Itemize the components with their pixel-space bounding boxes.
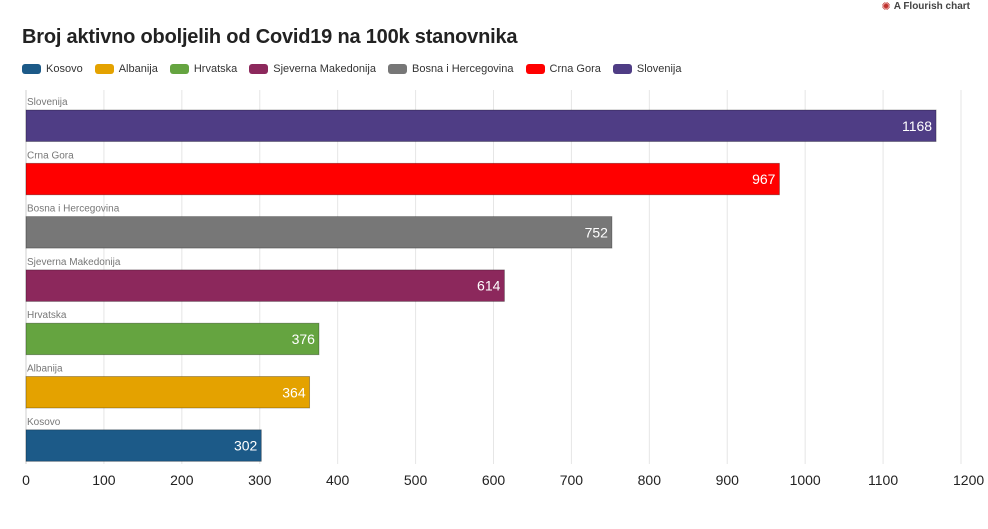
legend-item[interactable]: Albanija xyxy=(94,63,158,75)
bar-value-label: 614 xyxy=(477,278,501,294)
x-tick-label: 1200 xyxy=(953,472,984,488)
bar-value-label: 752 xyxy=(585,224,609,240)
category-label: Sjeverna Makedonija xyxy=(27,257,121,268)
bar-value-label: 967 xyxy=(752,171,776,187)
x-tick-label: 900 xyxy=(716,472,740,488)
chart-title: Broj aktivno oboljelih od Covid19 na 100… xyxy=(22,26,518,48)
legend-label: Slovenija xyxy=(636,63,682,75)
bar[interactable] xyxy=(25,269,505,302)
category-label: Kosovo xyxy=(27,417,61,428)
legend-label: Kosovo xyxy=(46,63,83,75)
legend-item[interactable]: Kosovo xyxy=(22,63,83,75)
bar[interactable] xyxy=(25,429,262,462)
x-tick-label: 400 xyxy=(326,472,350,488)
legend-label: Albanija xyxy=(118,63,158,75)
x-tick-label: 100 xyxy=(92,472,116,488)
legend-label: Sjeverna Makedonija xyxy=(273,63,376,75)
bar[interactable] xyxy=(25,322,320,356)
x-tick-label: 800 xyxy=(638,472,662,488)
x-tick-label: 0 xyxy=(22,472,30,488)
flourish-logo-icon: ✺ xyxy=(881,1,891,13)
category-label: Bosna i Hercegovina xyxy=(27,204,120,215)
x-tick-label: 300 xyxy=(248,472,272,488)
bar-value-label: 364 xyxy=(282,384,306,400)
x-tick-label: 200 xyxy=(170,472,194,488)
legend-swatch xyxy=(387,64,407,74)
legend-item[interactable]: Bosna i Hercegovina xyxy=(387,63,514,75)
legend-label: Hrvatska xyxy=(193,63,238,75)
legend-swatch xyxy=(249,64,269,74)
category-label: Albanija xyxy=(27,364,63,375)
bar[interactable] xyxy=(25,216,613,249)
x-tick-label: 500 xyxy=(404,472,428,488)
x-tick-label: 1000 xyxy=(790,472,821,488)
legend-swatch xyxy=(525,64,545,74)
legend-label: Crna Gora xyxy=(549,63,601,75)
bar-value-label: 376 xyxy=(292,331,316,347)
x-tick-label: 1100 xyxy=(868,472,898,488)
category-label: Slovenija xyxy=(27,97,68,108)
bar-value-label: 302 xyxy=(234,438,258,454)
x-tick-label: 600 xyxy=(482,472,506,488)
bar[interactable] xyxy=(25,109,937,142)
legend-item[interactable]: Slovenija xyxy=(612,63,682,75)
bar[interactable] xyxy=(25,162,780,196)
legend-label: Bosna i Hercegovina xyxy=(411,63,514,75)
legend-swatch xyxy=(612,64,632,74)
x-tick-label: 700 xyxy=(560,472,584,488)
legend-swatch xyxy=(169,64,189,74)
bar[interactable] xyxy=(25,376,311,409)
legend-swatch xyxy=(94,64,114,74)
category-label: Hrvatska xyxy=(27,310,67,321)
legend-item[interactable]: Sjeverna Makedonija xyxy=(249,63,376,75)
credit-text: A Flourish chart xyxy=(893,1,970,12)
category-label: Crna Gora xyxy=(27,150,74,161)
legend-item[interactable]: Hrvatska xyxy=(169,63,238,75)
legend-item[interactable]: Crna Gora xyxy=(525,63,601,75)
flourish-credit[interactable]: ✺ A Flourish chart xyxy=(881,0,970,13)
chart-legend: Kosovo Albanija Hrvatska Sjeverna Makedonij… xyxy=(22,63,694,75)
bar-value-label: 1168 xyxy=(902,118,932,134)
legend-swatch xyxy=(22,64,41,74)
